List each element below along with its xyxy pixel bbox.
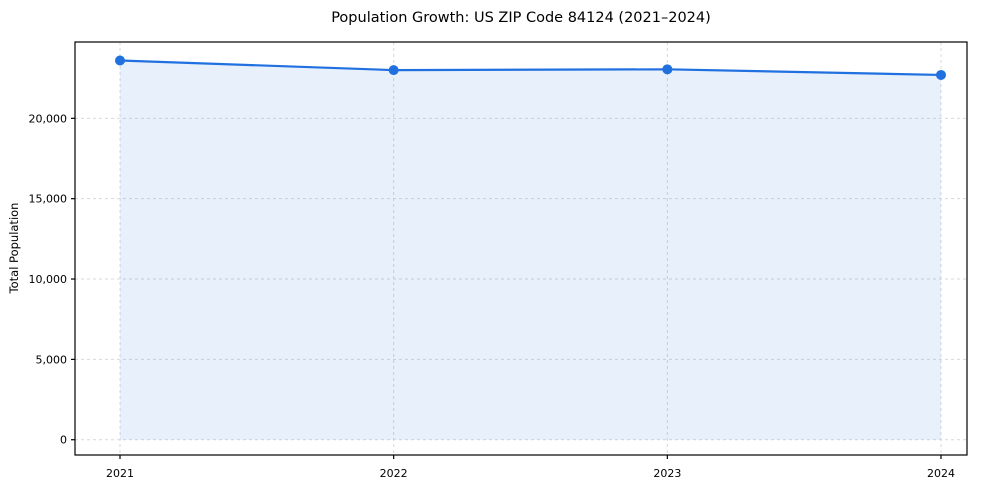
y-tick-label: 5,000 (36, 353, 68, 366)
x-tick-label: 2022 (380, 467, 408, 480)
plot-area: 0 5,000 10,000 15,000 20,000 2021 2022 2023 2024 (29, 41, 968, 480)
y-tick-label: 10,000 (29, 273, 68, 286)
area-fill (120, 60, 941, 440)
x-tick-label: 2023 (653, 467, 681, 480)
chart-title: Population Growth: US ZIP Code 84124 (20… (331, 10, 711, 26)
plot-border (74, 41, 968, 456)
data-point-2023 (662, 64, 673, 75)
y-tick-label: 15,000 (29, 193, 68, 206)
y-tick-label: 20,000 (29, 112, 68, 125)
gridlines (75, 42, 967, 455)
data-point-2024 (936, 69, 946, 80)
y-tick-label: 0 (60, 434, 67, 447)
y-axis-label: Total Population (7, 203, 21, 295)
data-point-2022 (388, 65, 399, 76)
x-tick-label: 2024 (927, 467, 955, 480)
x-tick-label: 2021 (106, 467, 134, 480)
series-line (118, 59, 943, 77)
data-point-2021 (115, 55, 125, 66)
